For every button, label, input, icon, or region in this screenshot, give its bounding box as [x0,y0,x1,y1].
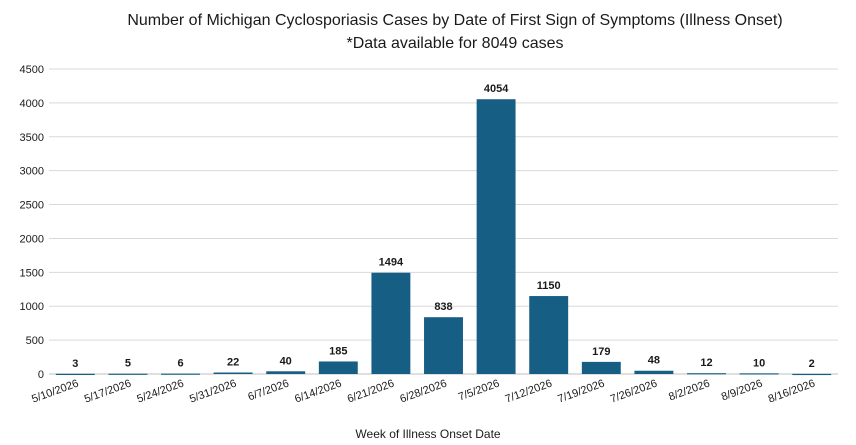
data-label: 185 [329,345,347,357]
bar-6/21/2026 [371,272,411,374]
y-tick-label: 2000 [20,233,44,245]
bar-7/12/2026 [529,296,569,374]
bar-5/10/2026 [55,373,95,375]
x-tick-label: 6/21/2026 [346,378,396,406]
bar-6/7/2026 [266,371,306,374]
x-tick-label: 5/17/2026 [83,378,133,406]
bar-5/17/2026 [108,373,148,375]
data-label: 48 [648,355,660,367]
y-axis-ticks: 0 500 1000 1500 2000 2500 3000 3500 4000 4500 [20,64,44,381]
x-tick-label: 7/5/2026 [457,378,501,404]
y-tick-label: 1500 [20,267,44,279]
y-tick-label: 1000 [20,301,44,313]
bar-7/26/2026 [634,370,674,374]
y-tick-label: 4000 [20,98,44,110]
x-tick-label: 5/10/2026 [30,378,80,406]
bar-6/14/2026 [318,361,358,374]
x-tick-label: 8/9/2026 [720,378,764,404]
data-labels: 3 5 6 22 40 185 1494 838 4054 1150 179 48 12 10 2 [72,83,815,370]
data-label: 1150 [537,280,561,292]
x-tick-label: 6/7/2026 [246,378,290,404]
data-label: 5 [125,358,131,370]
x-axis-ticks: 5/10/2026 5/17/2026 5/24/2026 5/31/2026 6/7/… [30,378,816,406]
y-tick-label: 3000 [20,166,44,178]
data-label: 12 [700,357,712,369]
bars [55,99,832,376]
bar-8/16/2026 [792,373,832,376]
data-label: 2 [809,358,815,370]
bar-5/31/2026 [213,372,253,374]
chart-subtitle: *Data available for 8049 cases [346,35,563,52]
x-tick-label: 8/2/2026 [667,378,711,404]
bar-7/19/2026 [581,361,621,374]
x-tick-label: 5/24/2026 [135,378,185,406]
data-label: 1494 [379,257,404,269]
y-tick-label: 3500 [20,132,44,144]
x-tick-label: 7/19/2026 [556,378,606,406]
x-tick-label: 6/14/2026 [293,378,343,406]
data-label: 4054 [484,83,509,95]
bar-5/24/2026 [161,373,200,375]
data-label: 6 [177,358,183,370]
y-tick-label: 500 [26,335,44,347]
x-tick-label: 8/16/2026 [767,378,817,406]
x-tick-label: 7/26/2026 [609,378,659,406]
y-tick-label: 4500 [20,64,44,76]
bar-6/28/2026 [424,317,463,374]
bar-7/5/2026 [476,99,516,375]
bar-8/2/2026 [687,373,726,375]
data-label: 838 [434,301,452,313]
data-label: 179 [592,346,610,358]
bar-8/9/2026 [739,373,779,375]
x-tick-label: 5/31/2026 [188,378,238,406]
data-label: 22 [227,357,239,369]
chart-title: Number of Michigan Cyclosporiasis Cases … [127,12,782,29]
x-axis-label: Week of Illness Onset Date [355,427,501,441]
x-tick-label: 7/12/2026 [504,378,554,406]
data-label: 3 [72,358,78,370]
y-tick-label: 0 [38,369,44,381]
y-tick-label: 2500 [20,200,44,212]
data-label: 10 [753,357,765,369]
data-label: 40 [280,355,292,367]
x-tick-label: 6/28/2026 [398,378,448,406]
